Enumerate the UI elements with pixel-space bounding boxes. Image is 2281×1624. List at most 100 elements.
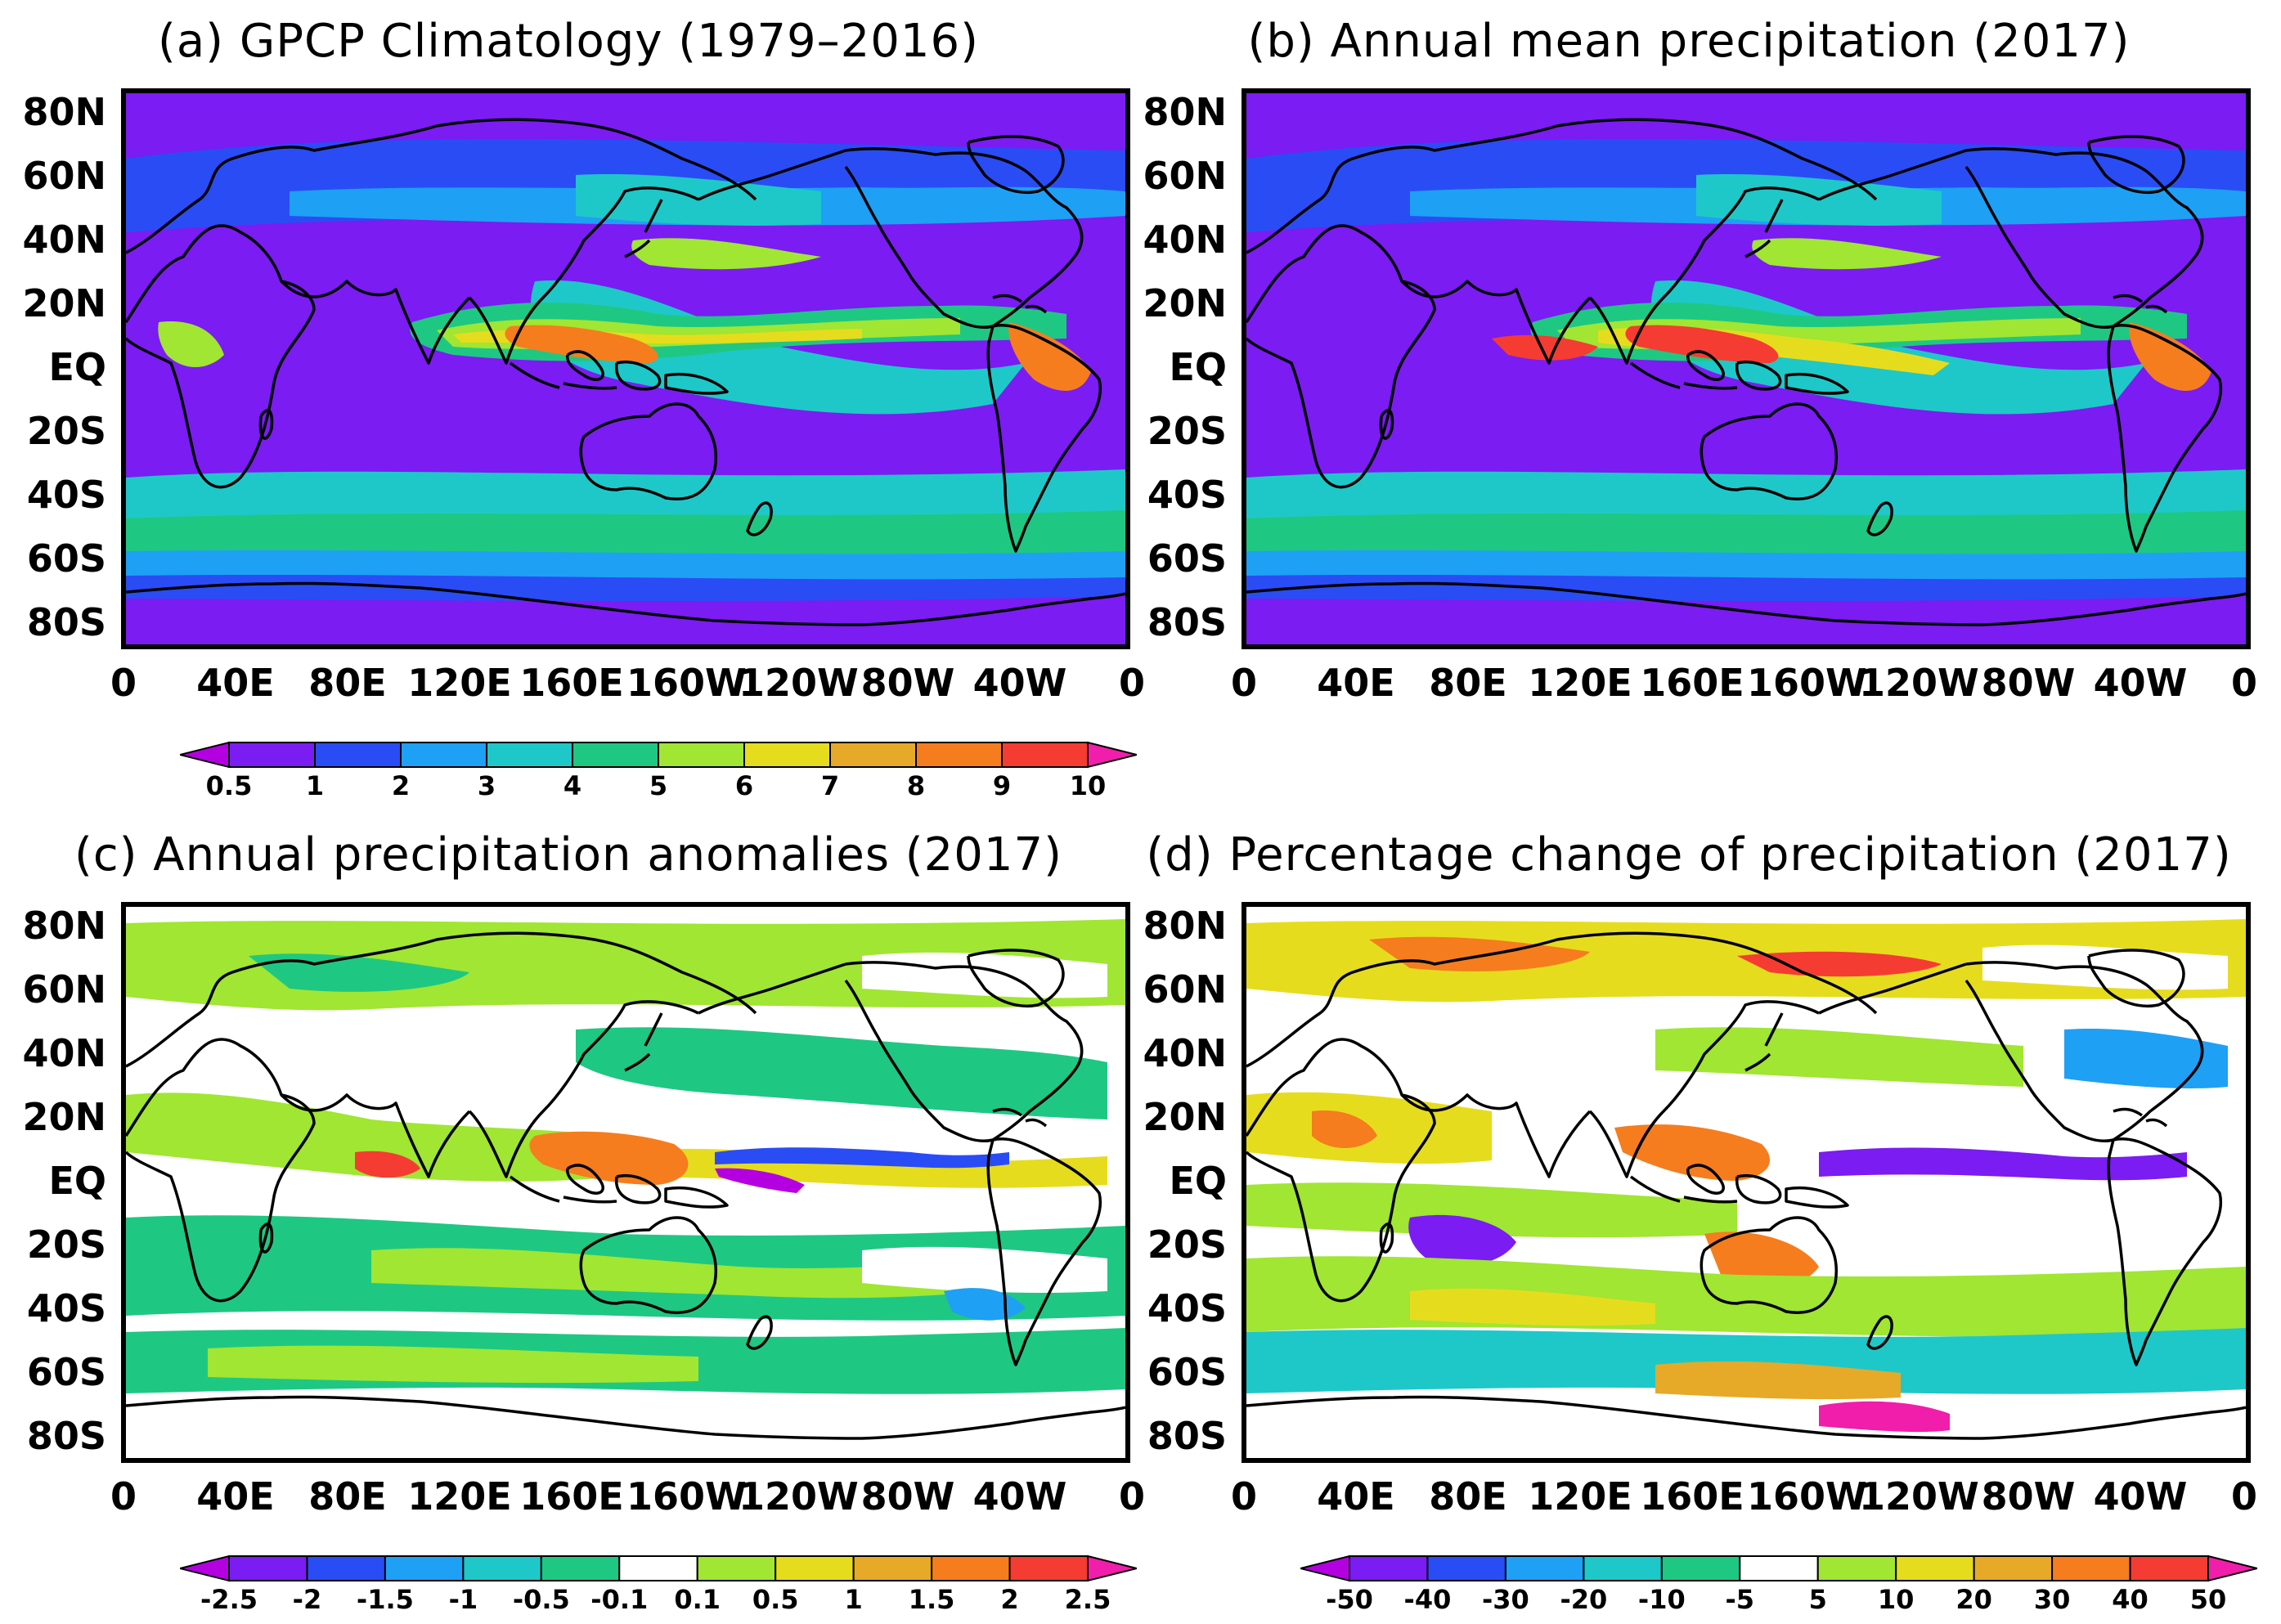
panel-c-lon-label: 80E [308, 1474, 387, 1519]
colorbar-extend-high [1087, 1554, 1137, 1582]
colorbar-segment [1739, 1555, 1819, 1581]
panel-b-lat-label: 20S [1147, 409, 1227, 453]
panel-c-lat-label: 60S [26, 1350, 106, 1394]
panel-c-lat-label: 20S [26, 1222, 106, 1267]
colorbar-segment [228, 1555, 308, 1581]
colorbar-tick-label: 1 [844, 1584, 863, 1615]
panel-c-lon-label: 120E [407, 1474, 512, 1519]
panel-b-lon-label: 120E [1528, 661, 1632, 705]
colorbar-extend-low [180, 741, 230, 769]
panel-c-lon-label: 40E [196, 1474, 275, 1519]
colorbar-tick-label: -2 [292, 1584, 322, 1615]
panel-b-lon-label: 40E [1317, 661, 1395, 705]
colorbar-tick-label: 10 [1069, 770, 1107, 801]
panel-d-colorbar: -50 -40 -30 -20 -10 -5 5 10 20 30 40 50 [1300, 1550, 2257, 1615]
colorbar-tick-label: 7 [820, 770, 840, 801]
panel-b-lon-label: 80W [1981, 661, 2076, 705]
panel-c-lon-label: 40W [972, 1474, 1067, 1519]
colorbar-segment [1349, 1555, 1429, 1581]
panel-a-lat-label: 80N [22, 90, 106, 134]
colorbar-segment [228, 742, 316, 768]
colorbar-segment [314, 742, 402, 768]
panel-a: (a) GPCP Climatology (1979–2016) 80N 60N… [0, 0, 1145, 810]
panel-c-lon-label: 120W [739, 1474, 859, 1519]
colorbar-segment [1816, 1555, 1897, 1581]
panel-c-lon-label: 80W [860, 1474, 955, 1519]
panel-d-lon-label: 80E [1429, 1474, 1507, 1519]
colorbar-extend-high [1087, 741, 1137, 769]
panel-d-lon-label: 0 [2230, 1474, 2257, 1519]
panel-d-lat-label: 60N [1143, 967, 1227, 1012]
panel-d-lat-label: 40N [1143, 1031, 1227, 1075]
panel-c-title: (c) Annual precipitation anomalies (2017… [74, 828, 1063, 882]
colorbar-tick-label: 50 [2189, 1584, 2227, 1615]
colorbar-tick-label: 0.5 [205, 770, 253, 801]
panel-b-lon-label: 120W [1859, 661, 1979, 705]
colorbar-segment [2129, 1555, 2210, 1581]
panel-a-lon-label: 80W [860, 661, 955, 705]
panel-d-lat-label: 80S [1147, 1414, 1227, 1458]
panel-c-lat-label: 80N [22, 904, 106, 948]
panel-d-lon-label: 160W [1747, 1474, 1867, 1519]
colorbar-segment [743, 742, 831, 768]
colorbar-extend-low [180, 1554, 230, 1582]
panel-d-lat-label: 20S [1147, 1222, 1227, 1267]
colorbar-segment [1660, 1555, 1741, 1581]
panel-a-lon-label: 160W [626, 661, 747, 705]
panel-d-map [1242, 902, 2251, 1463]
colorbar-tick-label: 40 [2112, 1584, 2149, 1615]
panel-c-lat-label: 20N [22, 1095, 106, 1139]
panel-a-lat-label: 80S [26, 600, 106, 644]
colorbar-segment [462, 1555, 542, 1581]
panel-c-lon-label: 0 [110, 1474, 137, 1519]
panel-c-map [121, 902, 1130, 1463]
panel-a-map [121, 88, 1130, 649]
colorbar-tick-label: -2.5 [200, 1584, 258, 1615]
colorbar-tick-label: -10 [1637, 1584, 1686, 1615]
colorbar-tick-label: 1 [305, 770, 325, 801]
panel-c-lat-label: 80S [26, 1414, 106, 1458]
panel-b: (b) Annual mean precipitation (2017) 80N… [1120, 0, 2257, 810]
colorbar-extend-low [1300, 1554, 1350, 1582]
panel-b-lon-label: 160W [1747, 661, 1867, 705]
panel-b-lon-label: 40W [2093, 661, 2188, 705]
colorbar-segment [696, 1555, 777, 1581]
colorbar-tick-label: 2 [1000, 1584, 1019, 1615]
panel-b-lon-label: 160E [1640, 661, 1744, 705]
colorbar-segment [384, 1555, 465, 1581]
panel-b-lat-label: 40S [1147, 473, 1227, 517]
colorbar-tick-label: 1.5 [908, 1584, 955, 1615]
colorbar-tick-label: 8 [906, 770, 926, 801]
panel-d-lon-label: 120W [1859, 1474, 1979, 1519]
panel-a-lat-label: 60N [22, 154, 106, 198]
panel-b-lon-label: 80E [1429, 661, 1507, 705]
colorbar-segment [915, 742, 1003, 768]
panel-b-lon-label: 0 [2230, 661, 2257, 705]
colorbar-tick-label: 0.5 [752, 1584, 799, 1615]
colorbar-tick-label: -20 [1560, 1584, 1608, 1615]
panel-c-lat-label: 60N [22, 967, 106, 1012]
panel-d-title: (d) Percentage change of precipitation (… [1146, 828, 2232, 882]
panel-b-lat-label: 20N [1143, 281, 1227, 325]
panel-d-lat-label: 80N [1143, 904, 1227, 948]
colorbar-segment [852, 1555, 933, 1581]
panel-a-lon-label: 40W [972, 661, 1067, 705]
colorbar-segment [1973, 1555, 2054, 1581]
colorbar-tick-label: 5 [649, 770, 668, 801]
colorbar-tick-label: 20 [1955, 1584, 1992, 1615]
colorbar-tick-label: -50 [1326, 1584, 1373, 1615]
panel-c-lat-label: 40N [22, 1031, 106, 1075]
colorbar-tick-label: 3 [477, 770, 496, 801]
colorbar-segment [931, 1555, 1011, 1581]
colorbar-tick-label: 10 [1877, 1584, 1915, 1615]
colorbar-tick-label: -1.5 [356, 1584, 414, 1615]
panel-d-lon-label: 40W [2093, 1474, 2188, 1519]
panel-b-lat-label: 60S [1147, 536, 1227, 581]
colorbar-tick-label: -5 [1725, 1584, 1755, 1615]
panel-d-lat-label: 60S [1147, 1350, 1227, 1394]
panel-a-lon-label: 160E [519, 661, 624, 705]
panel-a-lon-label: 0 [1118, 661, 1145, 705]
colorbar-segment [1426, 1555, 1506, 1581]
colorbar-segment [829, 742, 917, 768]
colorbar-tick-label: 30 [2033, 1584, 2071, 1615]
